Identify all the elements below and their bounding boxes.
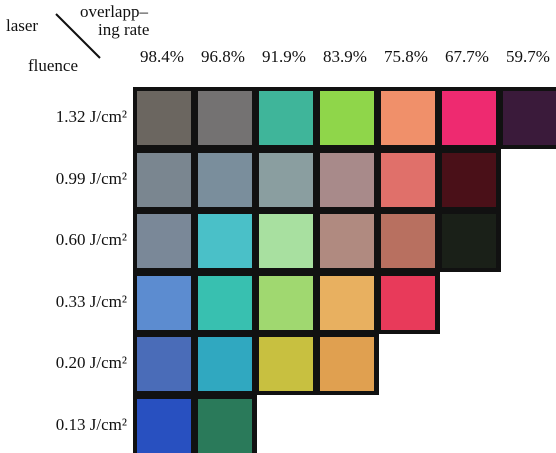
color-swatch <box>137 337 191 391</box>
color-swatch <box>259 91 313 145</box>
color-swatch <box>259 153 313 207</box>
row-label: 0.99 J/cm² <box>0 169 127 189</box>
color-swatch <box>137 91 191 145</box>
color-swatch <box>137 276 191 330</box>
color-swatch <box>320 214 374 268</box>
color-swatch <box>320 91 374 145</box>
color-swatch <box>381 153 435 207</box>
color-swatch <box>137 153 191 207</box>
color-swatch <box>320 337 374 391</box>
color-swatch <box>198 153 252 207</box>
row-label: 0.60 J/cm² <box>0 230 127 250</box>
color-swatch <box>442 91 496 145</box>
color-swatch <box>198 276 252 330</box>
color-swatch <box>259 337 313 391</box>
column-label: 59.7% <box>496 47 556 67</box>
color-swatch <box>198 399 252 453</box>
column-label: 91.9% <box>252 47 316 67</box>
color-swatch <box>442 153 496 207</box>
row-label: 0.13 J/cm² <box>0 415 127 435</box>
color-swatch <box>198 337 252 391</box>
color-swatch <box>137 214 191 268</box>
color-swatch <box>259 214 313 268</box>
row-label: 0.33 J/cm² <box>0 292 127 312</box>
column-label: 67.7% <box>435 47 499 67</box>
color-swatch <box>259 276 313 330</box>
color-swatch <box>503 91 556 145</box>
column-label: 98.4% <box>130 47 194 67</box>
column-label: 75.8% <box>374 47 438 67</box>
row-label: 1.32 J/cm² <box>0 107 127 127</box>
column-label: 96.8% <box>191 47 255 67</box>
color-swatch <box>442 214 496 268</box>
color-swatch <box>381 91 435 145</box>
row-label: 0.20 J/cm² <box>0 353 127 373</box>
color-swatch <box>198 214 252 268</box>
color-swatch <box>137 399 191 453</box>
color-swatch <box>320 276 374 330</box>
column-label: 83.9% <box>313 47 377 67</box>
color-swatch <box>381 214 435 268</box>
figure: laser overlapp– ing rate fluence 98.4%96… <box>0 0 556 453</box>
color-swatch <box>381 276 435 330</box>
diagonal-line <box>56 14 100 58</box>
color-swatch <box>198 91 252 145</box>
color-swatch <box>320 153 374 207</box>
